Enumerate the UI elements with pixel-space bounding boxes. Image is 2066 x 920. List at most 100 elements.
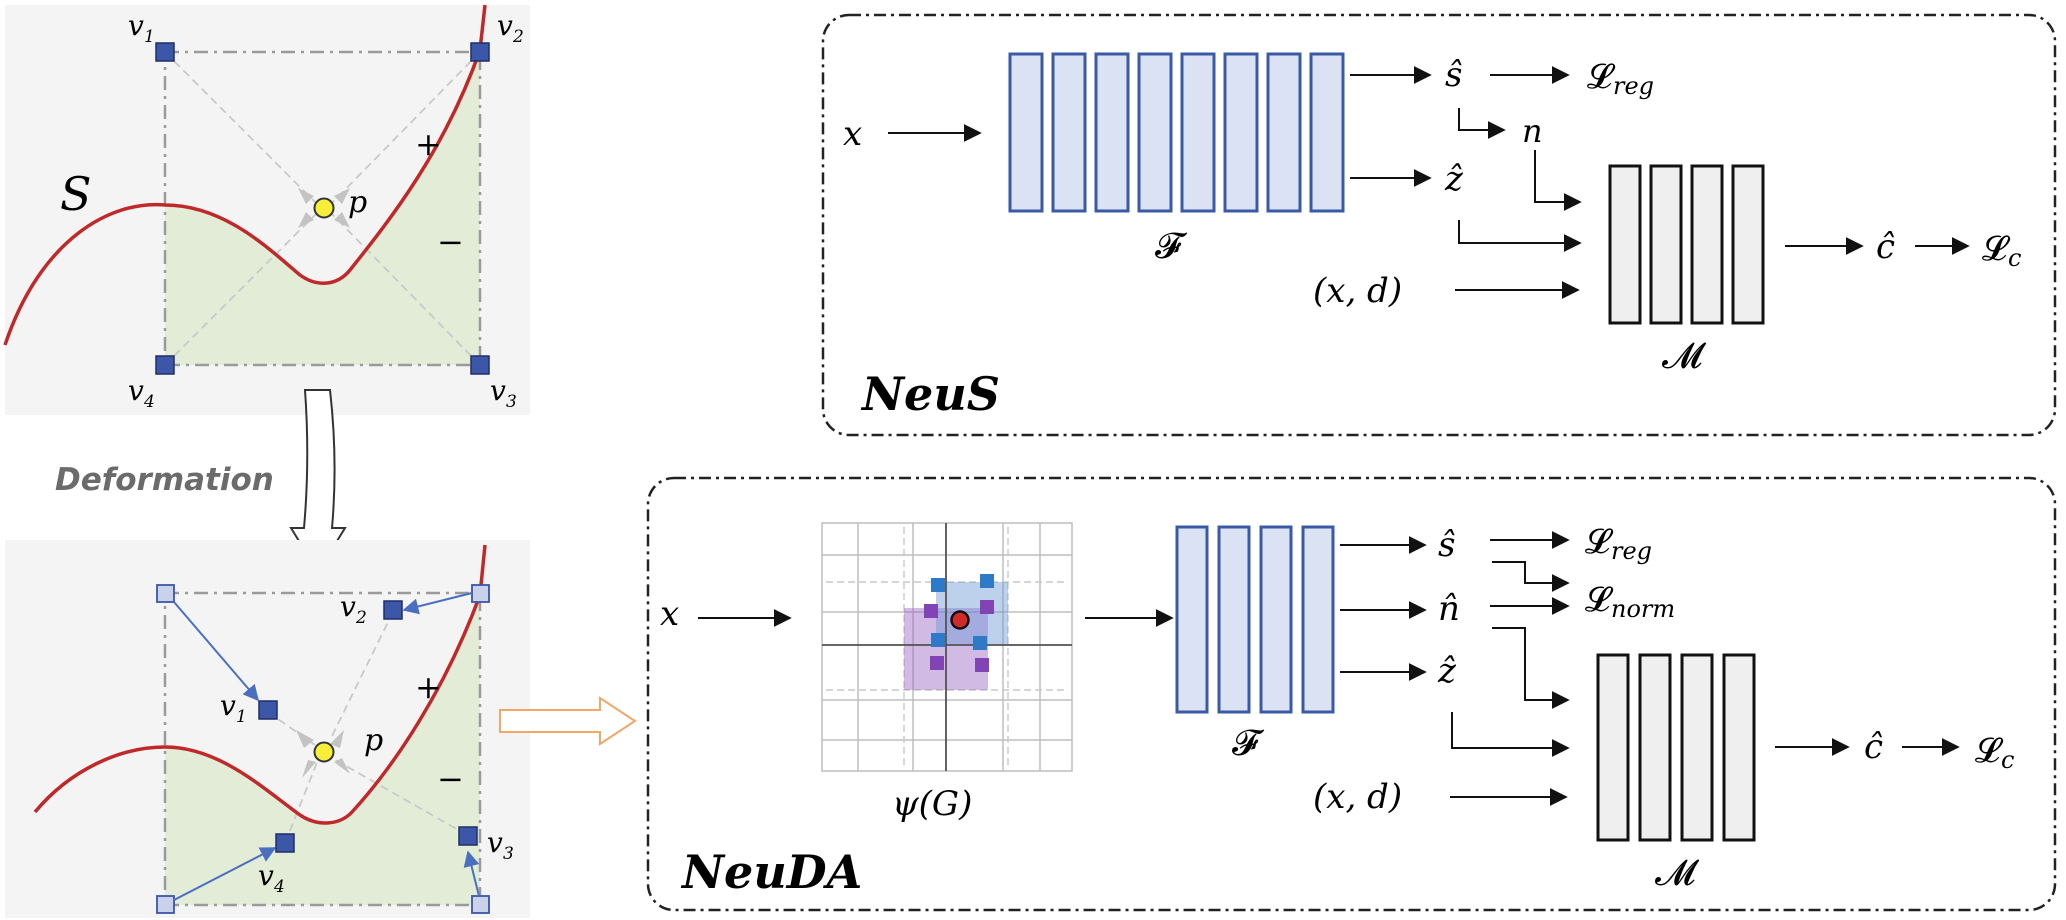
neus-loss-c: 𝓛 c <box>1982 229 2021 272</box>
svg-text:reg: reg <box>1611 537 1652 565</box>
bottom-vertex-v4 <box>275 833 295 853</box>
top-vertex-label-v4: v 4 <box>128 374 155 412</box>
curve-label-s: S <box>60 167 92 221</box>
svg-text:v: v <box>128 374 144 407</box>
neus-network-m <box>1608 164 1765 325</box>
top-v1-subscript: 1 <box>144 27 155 47</box>
neus-network-f-label: 𝓕 <box>1155 226 1188 267</box>
bottom-v4-subscript: 4 <box>273 877 285 897</box>
neuda-network-f-label: 𝓕 <box>1232 723 1265 764</box>
neus-loss-reg: 𝓛 reg <box>1587 57 1654 100</box>
bottom-v2-subscript: 2 <box>355 608 367 628</box>
svg-text:𝓛: 𝓛 <box>1587 57 1616 97</box>
bottom-minus-sign: − <box>437 760 464 798</box>
bottom-inside-region <box>165 595 480 905</box>
bottom-query-point <box>313 741 335 763</box>
neuda-title: NeuDA <box>680 845 862 899</box>
svg-text:v: v <box>220 689 236 722</box>
top-vertex-label-v1: v 1 <box>128 9 155 47</box>
top-minus-sign: − <box>437 223 464 261</box>
svg-text:reg: reg <box>1613 72 1654 100</box>
bottom-interpolation-lines <box>267 611 468 844</box>
neus-frame <box>821 13 2057 437</box>
bottom-plus-sign: + <box>415 668 442 706</box>
bottom-point-label: p <box>364 723 383 758</box>
neus-normal-to-m-arrow <box>1534 150 1582 211</box>
top-v3-subscript: 3 <box>506 392 517 412</box>
neuda-loss-norm: 𝓛 norm <box>1585 580 1675 623</box>
neus-normal: n <box>1522 112 1543 150</box>
top-vertex-v2 <box>470 42 490 62</box>
bottom-v3-subscript: 3 <box>503 844 514 864</box>
bottom-deformed-vertices <box>258 600 478 853</box>
grid-blue-cell <box>936 582 1008 644</box>
grid-query-point <box>950 610 970 630</box>
neuda-input-x: x <box>660 594 679 634</box>
top-point-arrows <box>298 188 350 228</box>
neuda-s-to-norm-arrow <box>1492 561 1570 592</box>
bottom-surface-curve <box>33 544 487 825</box>
bottom-original-vertices <box>156 584 490 914</box>
top-vertex-v1 <box>155 42 175 62</box>
top-v2-subscript: 2 <box>512 27 524 47</box>
neus-c-hat: ĉ <box>1876 227 1895 267</box>
neuda-view-input: (x, d) <box>1313 777 1402 817</box>
neus-z-to-m-arrow <box>1458 220 1582 252</box>
svg-text:𝓛: 𝓛 <box>1975 731 2004 771</box>
top-voxel-square <box>163 50 482 367</box>
top-vertex-label-v3: v 3 <box>490 374 517 412</box>
bottom-vertex-label-v2: v 2 <box>340 590 367 628</box>
deformation-label: Deformation <box>55 462 274 498</box>
svg-text:v: v <box>340 590 356 623</box>
neuda-network-f <box>1175 525 1335 714</box>
bottom-voxel-square <box>163 591 482 907</box>
bottom-vertex-v1 <box>258 700 278 720</box>
neus-title: NeuS <box>860 367 1000 421</box>
bottom-v1-subscript: 1 <box>236 707 247 727</box>
neuda-loss-reg: 𝓛 reg <box>1585 522 1652 565</box>
bottom-deformation-panel: p + − v 1 v 2 v 3 v 4 <box>5 540 530 918</box>
neuda-z-to-m-arrow <box>1451 712 1570 757</box>
svg-text:𝓛: 𝓛 <box>1585 522 1614 562</box>
neus-network-m-label: 𝓜 <box>1662 336 1707 377</box>
neus-view-input: (x, d) <box>1313 271 1402 311</box>
grid-purple-anchors <box>924 600 994 672</box>
grid-blue-anchors <box>931 574 994 650</box>
neuda-c-hat: ĉ <box>1864 727 1883 767</box>
deformable-anchor-grid <box>821 522 1073 772</box>
top-vertices <box>155 42 490 375</box>
svg-text:v: v <box>497 9 513 42</box>
neus-network-f <box>1008 52 1345 213</box>
bottom-vertex-v2 <box>383 600 403 620</box>
neus-panel: NeuS x 𝓕 ŝ ẑ 𝓛 reg n (x, d) <box>821 13 2057 437</box>
orange-transfer-arrow <box>499 696 637 746</box>
svg-text:norm: norm <box>1611 595 1675 623</box>
svg-text:v: v <box>490 374 506 407</box>
neuda-network-m-label: 𝓜 <box>1655 853 1700 894</box>
neuda-panel: NeuDA x <box>646 476 2057 912</box>
bottom-vertex-label-v1: v 1 <box>220 689 247 727</box>
neuda-n-to-m-arrow <box>1492 627 1570 709</box>
top-interpolation-lines <box>164 51 481 366</box>
neus-s-hat: ŝ <box>1445 55 1462 95</box>
svg-text:c: c <box>2008 244 2021 272</box>
top-v4-subscript: 4 <box>143 392 155 412</box>
top-point-label: p <box>348 185 367 220</box>
top-surface-curve <box>3 4 487 346</box>
bottom-vertex-offset-arrows <box>173 592 480 901</box>
bottom-point-arrows <box>296 730 350 778</box>
neus-input-x: x <box>843 114 862 154</box>
neuda-loss-c: 𝓛 c <box>1975 731 2014 774</box>
neuda-network-m <box>1596 653 1756 842</box>
bottom-vertex-label-v3: v 3 <box>487 826 514 864</box>
neus-z-hat: ẑ <box>1444 159 1464 199</box>
bottom-vertex-label-v4: v 4 <box>258 859 285 897</box>
top-deformation-panel: S p + − v 1 v 2 v 3 v 4 <box>3 4 530 415</box>
top-query-point <box>313 197 335 219</box>
top-vertex-v3 <box>470 355 490 375</box>
neuda-n-hat: n̂ <box>1438 589 1460 629</box>
svg-text:c: c <box>2001 746 2014 774</box>
neuda-z-hat: ẑ <box>1437 651 1457 691</box>
svg-text:𝓛: 𝓛 <box>1982 229 2011 269</box>
